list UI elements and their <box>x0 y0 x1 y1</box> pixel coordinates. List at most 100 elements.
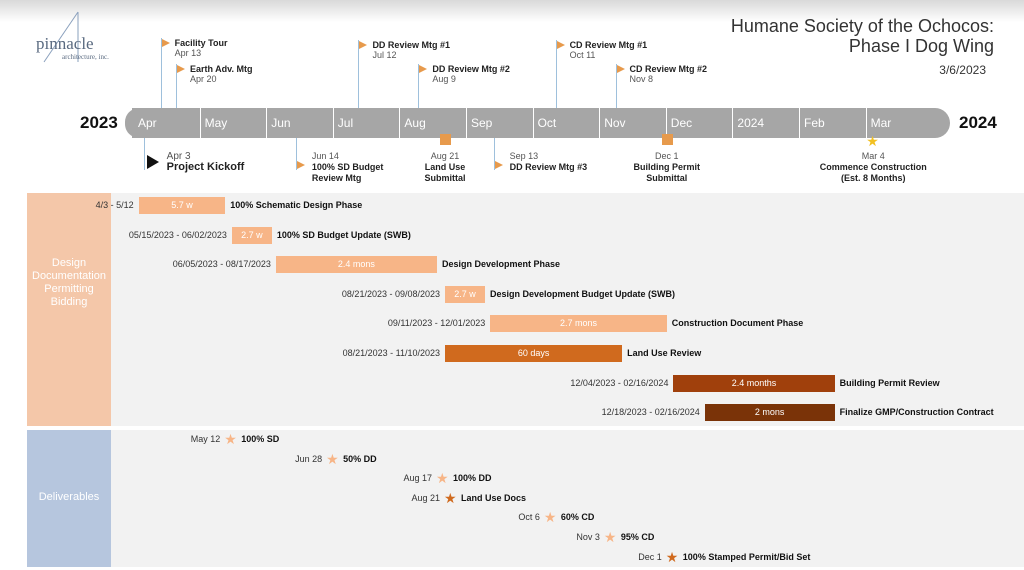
milestone-name: CD Review Mtg #2 <box>629 64 708 74</box>
month-separator <box>532 108 534 138</box>
flag-icon <box>359 41 368 49</box>
section-design-label: Design Documentation Permitting Bidding <box>32 257 106 308</box>
flag-icon <box>176 65 185 73</box>
task-bar: 5.7 w <box>138 197 226 214</box>
flag-icon <box>494 161 503 169</box>
logo-mark <box>43 11 79 63</box>
task-dates: 08/21/2023 - 09/08/2023 <box>341 288 441 299</box>
task-bar: 60 days <box>445 345 623 362</box>
square-icon <box>661 134 673 145</box>
star-icon: ★ <box>326 450 339 467</box>
milestone-name: CD Review Mtg #1 <box>569 40 648 50</box>
milestone-date: Aug 21 <box>430 151 460 161</box>
month-separator <box>732 108 734 138</box>
month-separator <box>332 108 334 138</box>
month-separator <box>799 108 800 138</box>
month-label: Dec <box>670 116 693 130</box>
month-label: Jul <box>337 116 354 130</box>
task-name: Building Permit Review <box>839 377 940 388</box>
flag-icon <box>296 161 305 169</box>
milestone-stem <box>160 38 162 108</box>
task-dates: 08/21/2023 - 11/10/2023 <box>342 348 441 358</box>
milestone-name: DD Review Mtg #2 <box>432 64 510 74</box>
month-separator <box>665 108 667 138</box>
logo-subtext: architecture, inc. <box>62 53 109 61</box>
status-date: 3/6/2023 <box>939 63 986 77</box>
deliverable-name: 50% DD <box>343 453 377 464</box>
milestone-stem <box>143 138 145 170</box>
task-bar: 2.7 mons <box>490 315 667 333</box>
deliverable-date: Nov 3 <box>576 532 600 542</box>
task-name: 100% Schematic Design Phase <box>230 200 363 210</box>
timeline-bar-end <box>920 108 950 138</box>
title-line-2: Phase I Dog Wing <box>848 36 994 56</box>
flag-icon <box>616 65 625 73</box>
milestone-stem <box>555 40 557 108</box>
deliverable-name: 95% CD <box>620 532 655 542</box>
month-label: 2024 <box>737 116 765 130</box>
milestone-name: Facility Tour <box>174 38 228 48</box>
tasks-panel <box>27 193 1024 426</box>
star-icon: ★ <box>444 489 457 506</box>
task-bar: 2 mons <box>704 404 835 422</box>
timeline-bar-start <box>125 108 139 138</box>
month-separator <box>199 108 201 138</box>
star-icon: ★ <box>866 133 879 149</box>
month-separator <box>466 108 467 138</box>
star-icon: ★ <box>603 529 617 545</box>
flag-icon <box>419 65 428 73</box>
task-name: Finalize GMP/Construction Contract <box>839 407 994 418</box>
logo: pinnacle architecture, inc. <box>34 10 124 65</box>
month-separator <box>865 108 867 138</box>
milestone-date: Aug 9 <box>432 74 456 84</box>
milestone-date: Mar 4 <box>861 151 885 161</box>
logo-text: pinnacle <box>36 34 94 53</box>
milestone-date: Sep 13 <box>509 151 539 161</box>
milestone-name: Building Permit Submittal <box>633 162 701 183</box>
month-label: Sep <box>471 116 493 130</box>
month-label: Mar <box>870 116 892 130</box>
milestone-stem <box>175 64 177 108</box>
milestone-date: Jun 14 <box>311 151 339 161</box>
month-separator <box>599 108 601 138</box>
month-label: May <box>204 116 228 130</box>
year-start: 2023 <box>80 113 118 132</box>
task-name: Design Development Budget Update (SWB) <box>489 288 675 299</box>
month-label: Jun <box>271 116 291 130</box>
month-label: Nov <box>604 116 626 130</box>
deliverable-name: Land Use Docs <box>461 492 527 503</box>
deliverable-date: Dec 1 <box>638 551 662 562</box>
month-label: Oct <box>537 116 557 130</box>
milestone-date: Apr 13 <box>174 48 202 58</box>
section-deliverables: Deliverables <box>27 430 111 567</box>
month-separator <box>266 108 268 138</box>
deliverable-name: 100% SD <box>241 434 280 444</box>
title-line-1: Humane Society of the Ochocos: <box>730 16 994 36</box>
task-bar: 2.4 months <box>673 374 835 392</box>
task-dates: 05/15/2023 - 06/02/2023 <box>128 229 227 240</box>
deliverable-date: Aug 17 <box>403 473 433 484</box>
timeline-bar <box>132 108 932 138</box>
task-bar: 2.7 w <box>231 226 272 244</box>
deliverable-name: 100% DD <box>453 473 492 484</box>
task-name: Design Development Phase <box>442 259 561 270</box>
section-deliverables-label: Deliverables <box>38 491 100 503</box>
milestone-name: DD Review Mtg #1 <box>372 40 450 50</box>
play-icon <box>146 155 159 169</box>
square-icon <box>440 134 452 145</box>
page-title: Humane Society of the Ochocos: Phase I D… <box>594 16 994 56</box>
milestone-stem <box>418 64 420 108</box>
milestone-date: Apr 20 <box>189 74 217 84</box>
deliverable-date: Aug 21 <box>411 492 441 503</box>
task-name: Construction Document Phase <box>671 318 804 329</box>
milestone-date: Nov 8 <box>629 74 654 84</box>
section-design: Design Documentation Permitting Bidding <box>27 193 111 426</box>
deliverable-name: 100% Stamped Permit/Bid Set <box>682 551 811 562</box>
month-separator <box>399 108 401 138</box>
flag-icon <box>556 41 565 49</box>
milestone-date: Jul 12 <box>372 50 397 60</box>
month-label: Aug <box>404 116 426 130</box>
milestone-name: Earth Adv. Mtg <box>189 64 253 74</box>
task-bar: 2.7 w <box>445 285 485 303</box>
task-dates: 12/04/2023 - 02/16/2024 <box>570 377 669 388</box>
